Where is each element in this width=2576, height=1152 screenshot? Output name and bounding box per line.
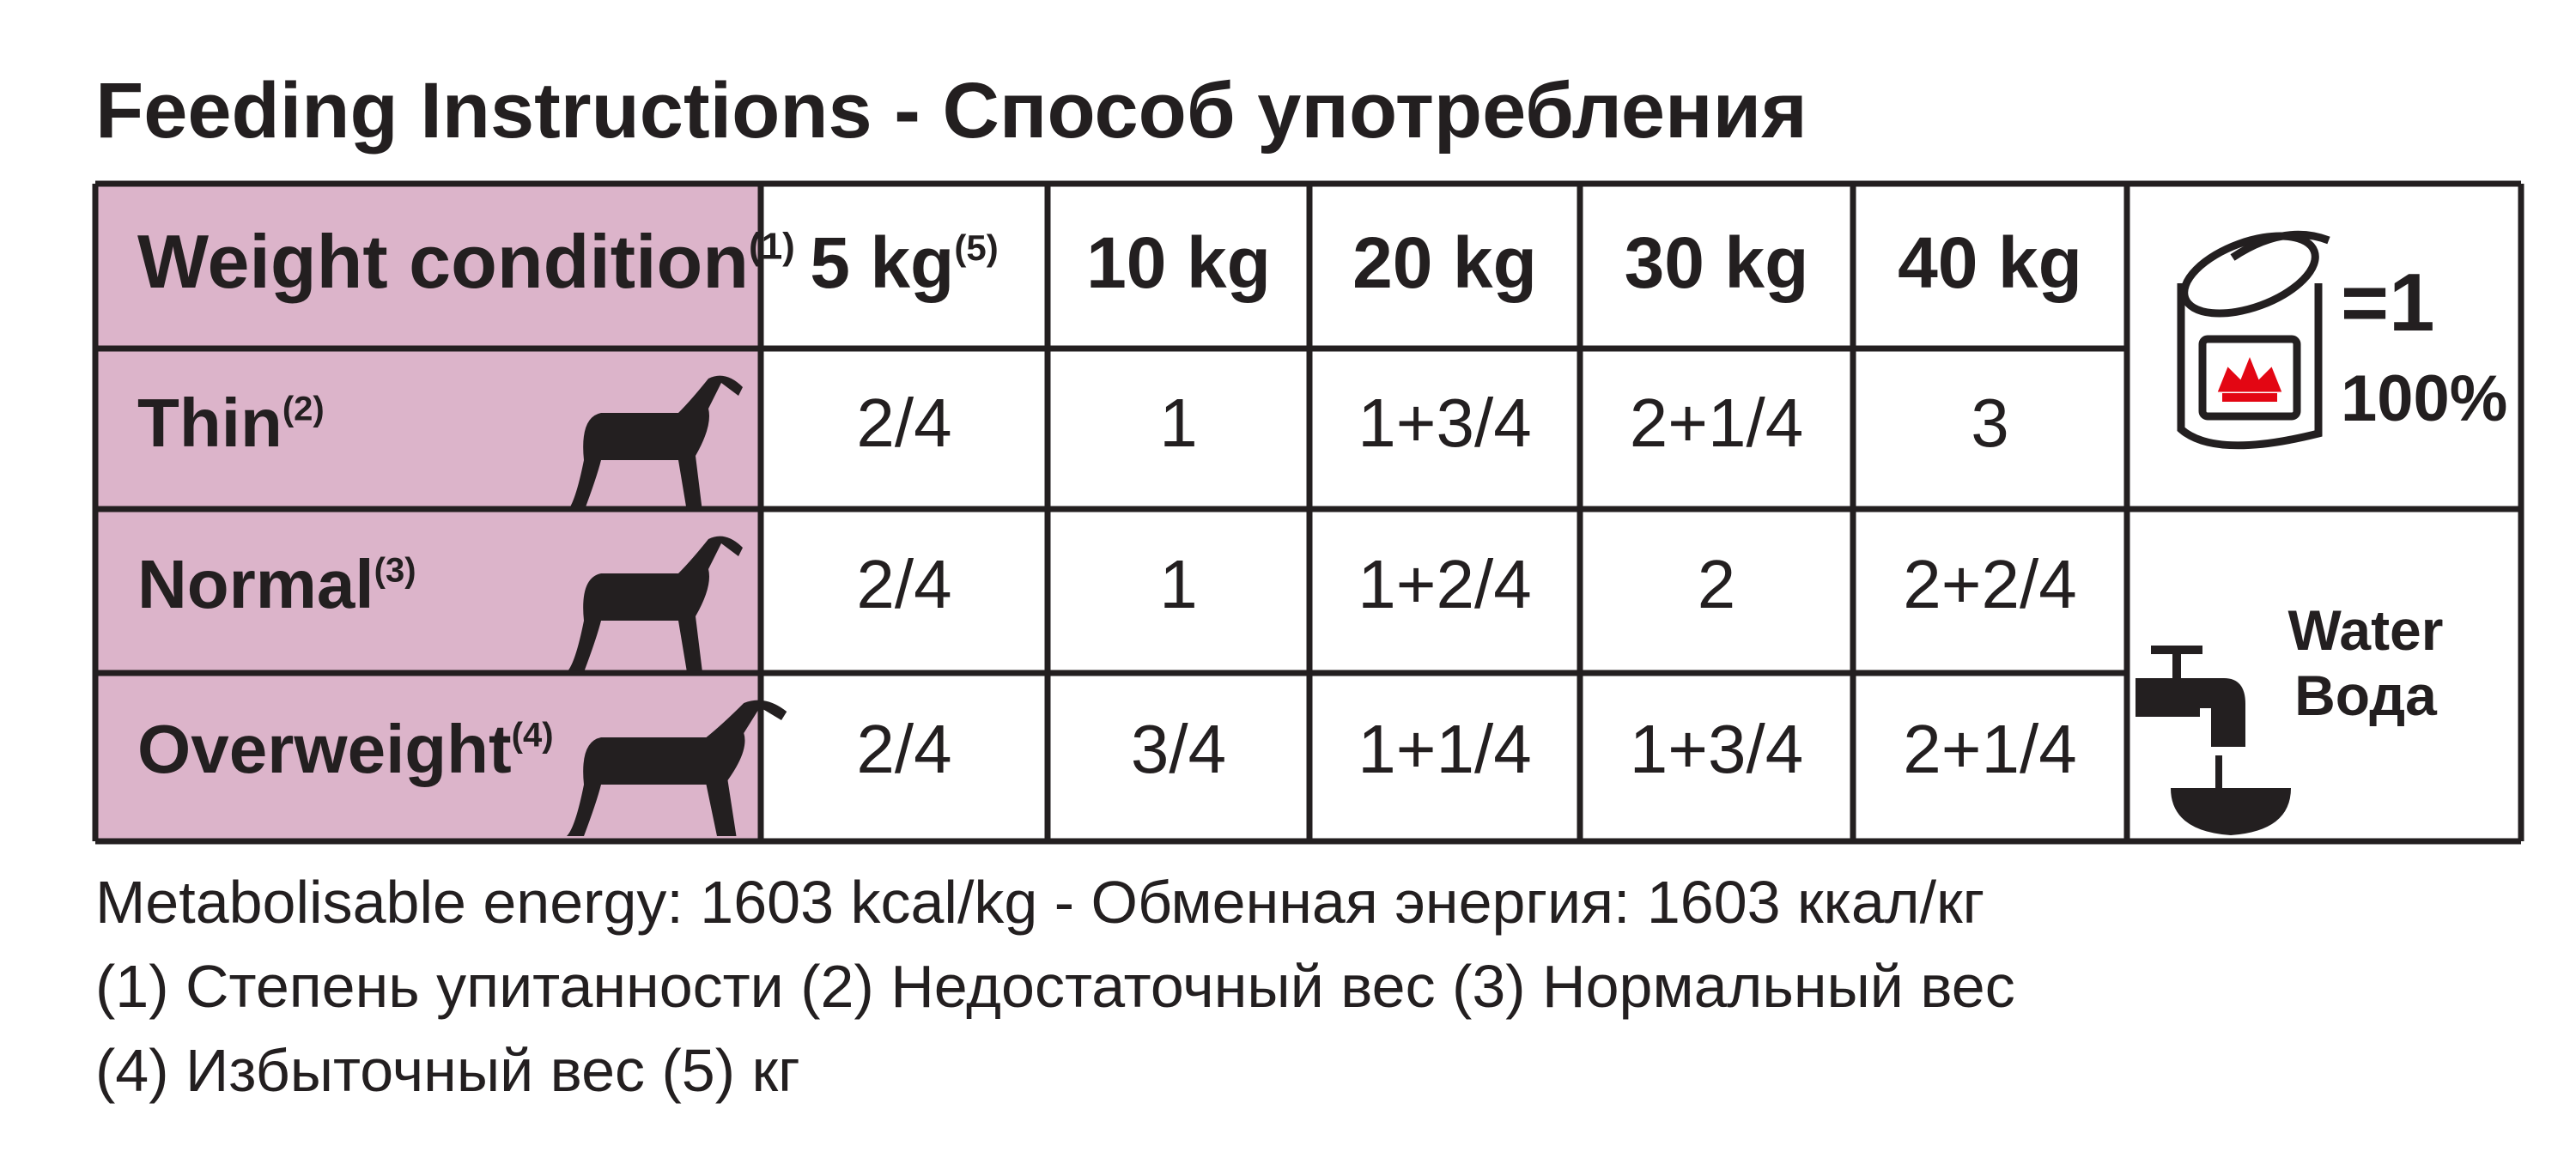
cell-value: 1 xyxy=(1159,546,1198,622)
label-text: 40 kg xyxy=(1898,222,2082,303)
footer-line: (4) Избыточный вес (5) кг xyxy=(95,1037,800,1104)
label-text: 10 kg xyxy=(1086,222,1271,303)
footer-line: Metabolisable energy: 1603 kcal/kg - Обм… xyxy=(95,869,1984,936)
cell-value: 2/4 xyxy=(856,711,951,787)
dog-shape xyxy=(567,375,743,512)
water-icon xyxy=(2136,646,2291,835)
cell-value: 1 xyxy=(1159,385,1198,461)
label-text: 5 kg xyxy=(810,222,954,303)
cell-label: 30 kg xyxy=(1625,222,1809,303)
cell-value: 2+1/4 xyxy=(1630,385,1803,461)
cell-label: Normal(3) xyxy=(137,546,416,622)
dog-icon xyxy=(567,536,743,672)
label-text: 30 kg xyxy=(1625,222,1809,303)
cell-label: Thin(2) xyxy=(137,385,325,461)
can-percent: 100% xyxy=(2341,362,2507,435)
label-text: Normal xyxy=(137,546,374,622)
cell-value: 3 xyxy=(1971,385,2009,461)
can-icon xyxy=(2177,230,2330,450)
dog-icon xyxy=(567,700,787,836)
superscript: (2) xyxy=(283,391,325,428)
superscript: (3) xyxy=(374,552,416,590)
superscript: (1) xyxy=(749,226,795,268)
cell-label: 20 kg xyxy=(1352,222,1537,303)
cell-value: 1+3/4 xyxy=(1358,385,1531,461)
cell-label: 5 kg(5) xyxy=(810,222,998,303)
label-text: 20 kg xyxy=(1352,222,1537,303)
dog-icon xyxy=(567,375,743,512)
dog-shape xyxy=(567,700,787,836)
cell-label: Overweight(4) xyxy=(137,711,554,787)
superscript: (4) xyxy=(512,717,554,755)
cell-value: 1+2/4 xyxy=(1358,546,1531,622)
cell-value: 2/4 xyxy=(856,546,951,622)
cell-label: Weight condition(1) xyxy=(137,219,795,304)
cell-value: 2 xyxy=(1698,546,1736,622)
cell-value: 2+2/4 xyxy=(1903,546,2076,622)
water-label: Вода xyxy=(2294,664,2438,727)
dog-shape xyxy=(567,536,743,672)
water-label: Water xyxy=(2288,598,2444,662)
footer-line: (1) Степень упитанности (2) Недостаточны… xyxy=(95,953,2015,1020)
label-column-bg xyxy=(95,184,761,841)
label-text: Thin xyxy=(137,385,283,461)
label-text: Overweight xyxy=(137,711,512,787)
title: Feeding Instructions - Способ употреблен… xyxy=(95,67,1807,155)
superscript: (5) xyxy=(954,227,998,268)
cell-label: 10 kg xyxy=(1086,222,1271,303)
cell-value: 1+1/4 xyxy=(1358,711,1531,787)
cell-value: 2+1/4 xyxy=(1903,711,2076,787)
cell-value: 1+3/4 xyxy=(1630,711,1803,787)
can-equals: =1 xyxy=(2341,257,2434,349)
cell-value: 3/4 xyxy=(1131,711,1226,787)
cell-label: 40 kg xyxy=(1898,222,2082,303)
label-text: Weight condition xyxy=(137,219,749,304)
cell-value: 2/4 xyxy=(856,385,951,461)
